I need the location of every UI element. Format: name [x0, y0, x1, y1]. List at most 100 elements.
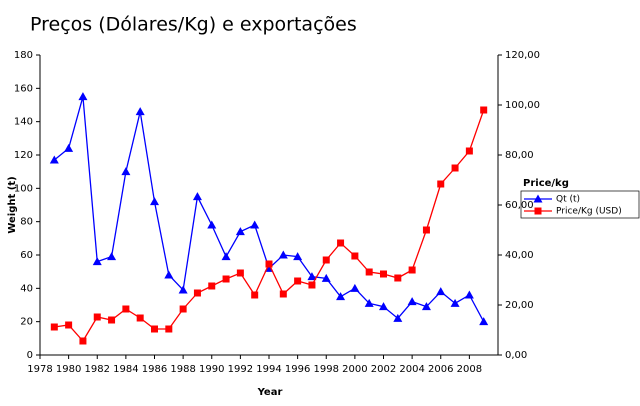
point [379, 302, 388, 311]
point [93, 313, 101, 321]
point [193, 289, 201, 297]
series-line [54, 109, 485, 343]
point [236, 269, 244, 277]
y-axis-label: Weight (t) [7, 176, 18, 233]
y-tick-label: 160 [14, 83, 33, 94]
point [135, 107, 145, 116]
point [78, 92, 88, 101]
point [121, 167, 131, 176]
legend-label: Price/Kg (USD) [556, 207, 622, 217]
y2-tick-label: 120,00 [505, 50, 540, 61]
y-tick-label: 40 [20, 283, 33, 294]
y2-tick-label: 60,00 [505, 200, 534, 211]
y2-tick-label: 80,00 [505, 150, 534, 161]
point [321, 273, 331, 282]
y-tick-label: 80 [20, 217, 33, 228]
point [221, 252, 231, 261]
point [364, 298, 374, 307]
y2-tick-label: 40,00 [505, 250, 534, 261]
point [107, 252, 117, 261]
x-tick-label: 1984 [113, 364, 138, 375]
point [151, 325, 158, 333]
y-tick-label: 0 [27, 350, 33, 361]
point [350, 283, 360, 292]
x-tick-label: 2006 [428, 364, 453, 375]
point [179, 305, 187, 313]
x-tick-label: 1986 [142, 364, 167, 375]
point [122, 305, 130, 313]
y2-tick-label: 0,00 [505, 350, 527, 361]
legend-label: Qt (t) [556, 195, 580, 205]
point [451, 164, 459, 172]
point [207, 220, 217, 229]
x-tick-label: 1998 [314, 364, 339, 375]
point [450, 298, 460, 307]
series-line [53, 96, 485, 322]
point [251, 291, 259, 299]
point [65, 321, 73, 329]
point [64, 143, 74, 152]
point [480, 106, 488, 114]
point [337, 239, 345, 247]
legend-marker [534, 207, 542, 215]
point [464, 290, 474, 299]
point [50, 323, 58, 331]
point [222, 275, 230, 283]
y2-tick-label: 20,00 [505, 300, 534, 311]
point [192, 192, 202, 201]
x-tick-label: 1994 [256, 364, 281, 375]
point [380, 270, 387, 278]
legend-marker [533, 194, 543, 203]
point [278, 250, 288, 259]
x-tick-label: 2000 [342, 364, 367, 375]
x-tick-label: 2004 [399, 364, 424, 375]
x-tick-label: 1978 [27, 364, 52, 375]
legend-title: Price/kg [523, 178, 569, 189]
point [79, 337, 87, 345]
point [250, 220, 260, 229]
y-tick-label: 120 [14, 150, 33, 161]
point [421, 302, 431, 311]
point [393, 313, 403, 322]
point [235, 227, 245, 236]
point [279, 290, 287, 298]
x-axis-label: Year [257, 387, 283, 398]
x-tick-label: 2008 [457, 364, 482, 375]
x-tick-label: 1996 [285, 364, 310, 375]
x-tick-label: 2002 [371, 364, 396, 375]
y-tick-label: 60 [20, 250, 33, 261]
point [407, 297, 417, 306]
y-tick-label: 100 [14, 183, 33, 194]
point [351, 252, 359, 260]
point [165, 325, 173, 333]
point [365, 268, 373, 276]
point [394, 274, 402, 282]
chart-title: Preços (Dólares/Kg) e exportações [30, 14, 357, 36]
x-tick-label: 1980 [56, 364, 81, 375]
point [322, 256, 330, 264]
point [208, 282, 216, 290]
point [92, 257, 102, 266]
point [336, 292, 346, 301]
point [408, 266, 416, 274]
point [178, 285, 188, 294]
point [422, 226, 430, 234]
point [164, 270, 174, 279]
x-tick-label: 1990 [199, 364, 224, 375]
point [294, 277, 302, 285]
x-tick-label: 1988 [170, 364, 195, 375]
point [307, 272, 317, 281]
y-tick-label: 180 [14, 50, 33, 61]
point [436, 287, 446, 296]
y2-tick-label: 100,00 [505, 100, 540, 111]
y-tick-label: 140 [14, 117, 33, 128]
point [308, 281, 316, 289]
point [49, 155, 59, 164]
y-tick-label: 20 [20, 317, 33, 328]
legend-box [520, 190, 640, 219]
point [265, 260, 273, 268]
point [150, 197, 159, 206]
point [465, 147, 473, 155]
x-tick-label: 1992 [228, 364, 253, 375]
